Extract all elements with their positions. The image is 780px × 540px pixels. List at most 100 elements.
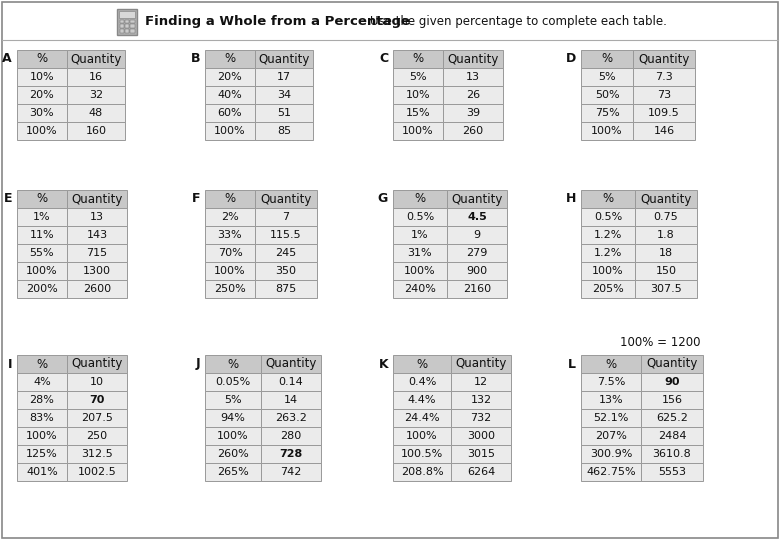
Text: 146: 146 <box>654 126 675 136</box>
Text: B: B <box>190 52 200 65</box>
Text: 4.5: 4.5 <box>467 212 487 222</box>
Text: 1002.5: 1002.5 <box>78 467 116 477</box>
Bar <box>443 50 503 68</box>
Text: 32: 32 <box>89 90 103 100</box>
Bar <box>635 262 697 280</box>
Text: 50%: 50% <box>594 90 619 100</box>
Bar <box>17 104 67 122</box>
Text: 742: 742 <box>280 467 302 477</box>
Bar <box>633 122 695 140</box>
Text: 100%: 100% <box>402 126 434 136</box>
Bar <box>447 190 507 208</box>
Text: 100%: 100% <box>406 431 438 441</box>
Bar <box>67 122 125 140</box>
Text: 94%: 94% <box>221 413 246 423</box>
Text: 265%: 265% <box>217 467 249 477</box>
Bar <box>205 122 255 140</box>
Text: 5553: 5553 <box>658 467 686 477</box>
Text: 14: 14 <box>284 395 298 405</box>
Text: %: % <box>417 357 427 370</box>
Text: 26: 26 <box>466 90 480 100</box>
Text: 73: 73 <box>657 90 671 100</box>
Text: 200%: 200% <box>26 284 58 294</box>
Bar <box>67 280 127 298</box>
Bar <box>447 262 507 280</box>
Text: 260%: 260% <box>217 449 249 459</box>
Bar <box>67 50 125 68</box>
Text: 34: 34 <box>277 90 291 100</box>
Bar <box>17 445 67 463</box>
Text: 1.2%: 1.2% <box>594 230 622 240</box>
Text: %: % <box>413 52 424 65</box>
Bar <box>393 244 447 262</box>
Bar <box>581 355 641 373</box>
Bar <box>581 244 635 262</box>
Text: 39: 39 <box>466 108 480 118</box>
Bar <box>125 24 129 28</box>
Text: 900: 900 <box>466 266 488 276</box>
Text: 3610.8: 3610.8 <box>653 449 691 459</box>
Text: 0.75: 0.75 <box>654 212 679 222</box>
Bar <box>447 280 507 298</box>
Bar <box>205 409 261 427</box>
Text: 875: 875 <box>275 284 296 294</box>
Text: J: J <box>195 357 200 370</box>
Text: 7: 7 <box>282 212 289 222</box>
Text: L: L <box>568 357 576 370</box>
Text: Use the given percentage to complete each table.: Use the given percentage to complete eac… <box>370 16 667 29</box>
Text: 312.5: 312.5 <box>81 449 113 459</box>
Text: 5%: 5% <box>224 395 242 405</box>
Bar <box>633 68 695 86</box>
Text: %: % <box>37 357 48 370</box>
Bar <box>205 463 261 481</box>
Text: H: H <box>566 192 576 206</box>
Bar <box>130 29 134 32</box>
Bar <box>633 50 695 68</box>
Text: 0.05%: 0.05% <box>215 377 250 387</box>
Text: 0.14: 0.14 <box>278 377 303 387</box>
Bar <box>635 280 697 298</box>
Text: 205%: 205% <box>592 284 624 294</box>
Text: 7.3: 7.3 <box>655 72 673 82</box>
Text: 20%: 20% <box>218 72 243 82</box>
Text: 462.75%: 462.75% <box>587 467 636 477</box>
Bar <box>119 19 124 23</box>
Bar <box>393 373 451 391</box>
Text: 0.5%: 0.5% <box>594 212 622 222</box>
Text: 1%: 1% <box>34 212 51 222</box>
Bar <box>393 68 443 86</box>
Text: 100%: 100% <box>404 266 436 276</box>
Text: I: I <box>8 357 12 370</box>
Bar <box>17 262 67 280</box>
Bar <box>451 391 511 409</box>
Bar <box>17 50 67 68</box>
Text: Quantity: Quantity <box>640 192 692 206</box>
Text: 5%: 5% <box>410 72 427 82</box>
Text: 20%: 20% <box>30 90 55 100</box>
Text: 132: 132 <box>470 395 491 405</box>
Text: %: % <box>602 192 614 206</box>
Bar <box>205 262 255 280</box>
Bar <box>581 104 633 122</box>
Bar <box>641 463 703 481</box>
Bar <box>581 391 641 409</box>
Bar <box>641 445 703 463</box>
Bar <box>125 29 129 32</box>
Bar <box>255 244 317 262</box>
Text: 4.4%: 4.4% <box>408 395 436 405</box>
Text: 10%: 10% <box>30 72 55 82</box>
Bar <box>581 190 635 208</box>
Bar <box>67 427 127 445</box>
Text: Quantity: Quantity <box>265 357 317 370</box>
Text: D: D <box>566 52 576 65</box>
Text: 250%: 250% <box>215 284 246 294</box>
Bar <box>130 24 134 28</box>
Bar <box>17 280 67 298</box>
Bar <box>393 355 451 373</box>
Bar <box>393 391 451 409</box>
Text: 0.5%: 0.5% <box>406 212 434 222</box>
Text: 13: 13 <box>90 212 104 222</box>
Bar <box>261 427 321 445</box>
Bar <box>261 355 321 373</box>
Text: 6264: 6264 <box>467 467 495 477</box>
